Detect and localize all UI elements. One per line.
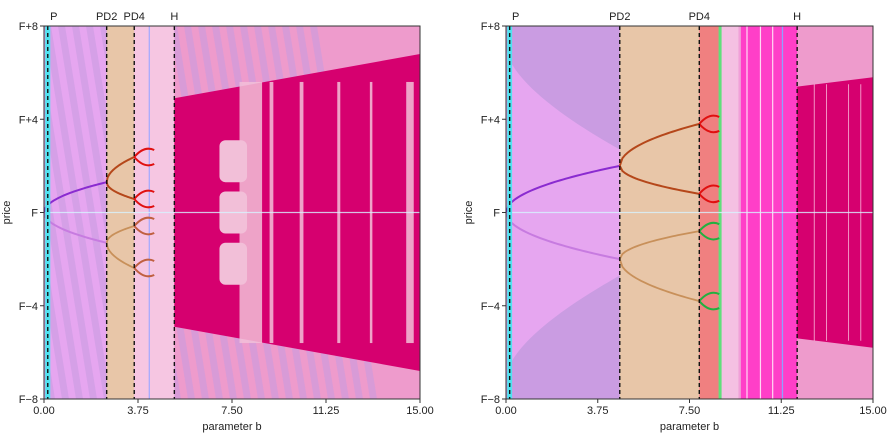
branch-period-2-upper — [618, 165, 700, 195]
region-outer-bottom — [506, 275, 620, 399]
branch-upper — [44, 181, 107, 213]
branch-upper — [506, 164, 620, 213]
marker-label-pd2: PD2 — [609, 11, 630, 23]
cyan-line — [45, 26, 51, 399]
x-tick-label: 3.75 — [587, 405, 608, 417]
cyan-line — [507, 26, 513, 399]
x-tick-label: 7.50 — [679, 405, 700, 417]
y-tick-label: F — [31, 208, 38, 220]
marker-label-pd4: PD4 — [124, 11, 145, 23]
marker-label-h: H — [170, 11, 178, 23]
branch-period-4-upper — [133, 189, 155, 209]
y-tick-label: F−8 — [19, 394, 38, 406]
branch-period-2-upper — [105, 156, 135, 183]
panel-2: P PD2 PD4 H 0.00 3.75 7.50 11.25 15.00 F−8 F−4 F F+4… — [463, 11, 887, 433]
marker-label-pd2: PD2 — [96, 11, 117, 23]
branch-period-4-lower — [133, 216, 155, 236]
plot-area — [44, 26, 420, 399]
x-axis-label: parameter b — [660, 421, 719, 433]
y-tick-label: F+4 — [481, 114, 500, 126]
stripe — [44, 156, 83, 399]
y-tick-label: F+8 — [19, 21, 38, 33]
branch-period-4-upper — [698, 114, 720, 134]
y-axis-label: price — [463, 201, 475, 225]
marker-label-p: P — [512, 11, 519, 23]
y-tick-label: F — [493, 208, 500, 220]
branch-period-2-upper — [105, 181, 135, 200]
region-outer-top — [506, 26, 620, 150]
x-axis-label: parameter b — [202, 421, 261, 433]
plot-area — [506, 26, 873, 399]
x-tick-label: 15.00 — [406, 405, 434, 417]
branch-period-2-lower — [105, 242, 135, 269]
branch-lower — [44, 212, 107, 244]
y-axis-label: price — [1, 201, 13, 225]
y-tick-label: F+4 — [19, 114, 38, 126]
y-tick-label: F−4 — [19, 301, 38, 313]
branch-period-4-lower — [698, 221, 720, 241]
x-tick-label: 11.25 — [313, 405, 340, 417]
y-tick-label: F−4 — [481, 301, 500, 313]
branch-period-2-lower — [618, 230, 700, 260]
branch-period-4-upper — [133, 147, 155, 167]
y-tick-label: F+8 — [481, 21, 500, 33]
branch-period-4-upper — [698, 184, 720, 204]
x-tick-label: 7.50 — [221, 405, 242, 417]
stripe — [44, 69, 97, 399]
x-tick-label: 15.00 — [859, 405, 887, 417]
branch-period-2-lower — [105, 225, 135, 244]
branch-period-4-lower — [698, 291, 720, 311]
x-tick-label: 3.75 — [127, 405, 148, 417]
branch-lower — [506, 212, 620, 261]
window-blob — [219, 140, 248, 183]
branch-period-4-lower — [133, 258, 155, 278]
marker-label-pd4: PD4 — [689, 11, 710, 23]
marker-label-p: P — [50, 11, 57, 23]
y-tick-label: F−8 — [481, 394, 500, 406]
marker-label-h: H — [793, 11, 801, 23]
panel-1: P PD2 PD4 H 0.00 3.75 7.50 11.25 15.00 F−8 F−4 F F+4… — [1, 11, 434, 433]
window-blob — [219, 242, 248, 285]
branch-period-2-lower — [618, 258, 700, 302]
x-tick-label: 0.00 — [495, 405, 516, 417]
x-tick-label: 0.00 — [33, 405, 54, 417]
x-tick-label: 11.25 — [768, 405, 795, 417]
branch-period-2-upper — [618, 122, 700, 167]
